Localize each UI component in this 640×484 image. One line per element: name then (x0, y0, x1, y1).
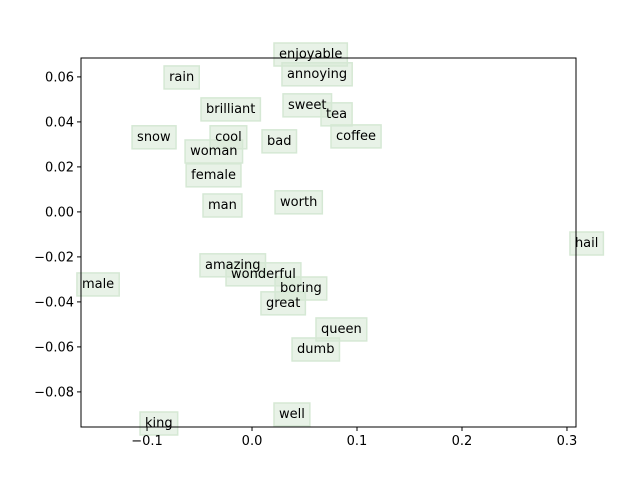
y-tick-label: 0.00 (45, 205, 74, 220)
word-label: cool (215, 130, 242, 145)
x-tick-label: 0.2 (452, 434, 473, 449)
label-box (202, 193, 243, 218)
y-tick-label: −0.06 (34, 340, 74, 355)
label-box (281, 62, 353, 87)
word-label: male (82, 277, 114, 292)
label-box (330, 124, 382, 149)
x-tick-label: −0.1 (131, 434, 163, 449)
label-box (185, 163, 242, 188)
label-box (200, 97, 262, 122)
y-tick-label: −0.02 (34, 250, 74, 265)
x-tick-label: 0.0 (242, 434, 263, 449)
word-label: wonderful (231, 267, 296, 282)
word-label: snow (137, 130, 171, 145)
word-label: hail (575, 236, 598, 251)
y-tick-label: −0.08 (34, 385, 74, 400)
word-label: amazing (205, 258, 261, 273)
word-label: rain (169, 70, 194, 85)
label-box (260, 291, 307, 316)
word-label: sweet (288, 98, 327, 113)
word-label: great (266, 296, 300, 311)
label-box (131, 125, 177, 150)
word-label: annoying (287, 67, 347, 82)
word-label: boring (280, 281, 322, 296)
label-box (291, 337, 341, 362)
label-box (274, 190, 324, 215)
label-box (273, 402, 311, 427)
word-label: brilliant (206, 102, 255, 117)
label-box (184, 139, 244, 164)
word-label: enjoyable (279, 47, 342, 62)
word-label: tea (326, 107, 347, 122)
label-box (315, 317, 368, 342)
label-box (139, 411, 179, 436)
word-label: coffee (336, 129, 376, 144)
label-box (569, 231, 605, 256)
x-tick-label: 0.1 (347, 434, 368, 449)
label-boxes (76, 42, 605, 436)
y-tick-label: 0.02 (45, 160, 74, 175)
word-label: queen (321, 322, 362, 337)
label-box (163, 65, 201, 90)
word-label: female (191, 168, 236, 183)
y-tick-label: 0.06 (45, 70, 74, 85)
word-label: dumb (297, 342, 334, 357)
x-tick-label: 0.3 (557, 434, 578, 449)
word-label: woman (190, 144, 237, 159)
word-label: worth (280, 195, 317, 210)
label-box (76, 272, 120, 297)
word-label: bad (267, 134, 291, 149)
label-box (261, 129, 298, 154)
plot-frame (80, 57, 577, 428)
word-label: well (279, 407, 305, 422)
y-tick-label: −0.04 (34, 295, 74, 310)
word-label: man (208, 198, 237, 213)
y-tick-label: 0.04 (45, 115, 74, 130)
word-label: king (145, 416, 173, 431)
